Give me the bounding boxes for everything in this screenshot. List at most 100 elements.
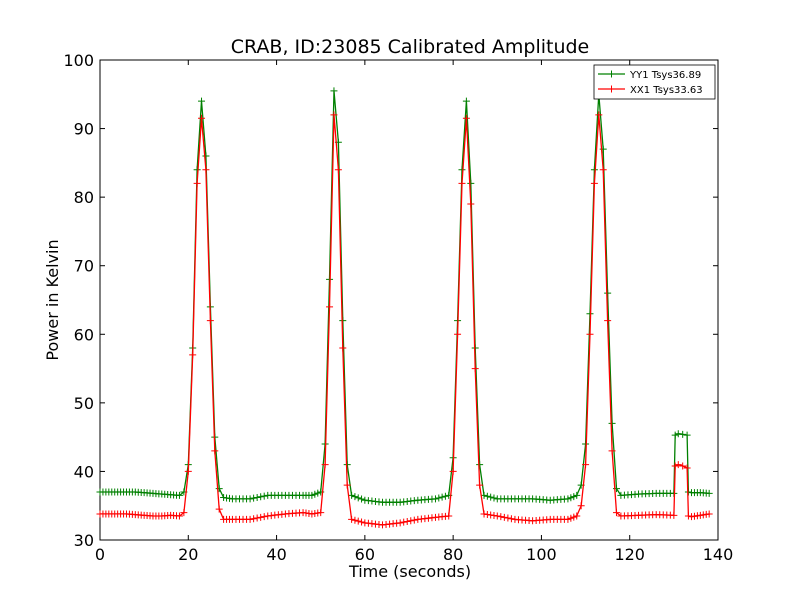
y-tick-label: 50	[74, 394, 94, 413]
data-point-marker	[358, 518, 366, 526]
data-point-marker	[564, 515, 572, 523]
data-point-marker	[476, 461, 484, 469]
data-point-marker	[483, 510, 491, 518]
data-point-marker	[351, 493, 359, 501]
data-point-marker	[582, 461, 590, 469]
data-point-marker	[175, 491, 183, 499]
data-point-marker	[458, 179, 466, 187]
data-point-marker	[257, 493, 265, 501]
data-point-marker	[435, 494, 443, 502]
data-point-marker	[490, 511, 498, 519]
data-point-marker	[595, 111, 603, 119]
data-point-marker	[480, 510, 488, 518]
data-point-marker	[211, 447, 219, 455]
data-point-marker	[348, 491, 356, 499]
data-point-marker	[246, 515, 254, 523]
data-point-marker	[487, 511, 495, 519]
data-point-marker	[407, 517, 415, 525]
data-point-marker	[180, 509, 188, 517]
data-point-marker	[612, 509, 620, 517]
data-point-marker	[567, 514, 575, 522]
data-point-marker	[462, 97, 470, 105]
data-point-marker	[573, 512, 581, 520]
data-point-marker	[705, 510, 713, 518]
data-point-marker	[253, 493, 261, 501]
data-point-marker	[339, 344, 347, 352]
data-point-marker	[314, 489, 322, 497]
y-tick-label: 40	[74, 462, 94, 481]
data-point-marker	[175, 512, 183, 520]
data-point-marker	[599, 166, 607, 174]
data-point-marker	[599, 145, 607, 153]
x-tick-label: 140	[703, 545, 734, 564]
data-point-marker	[467, 179, 475, 187]
y-tick-label: 80	[74, 188, 94, 207]
data-point-marker	[354, 494, 362, 502]
data-point-marker	[476, 481, 484, 489]
data-point-marker	[604, 289, 612, 297]
data-point-marker	[705, 489, 713, 497]
data-point-marker	[403, 517, 411, 525]
data-point-marker	[253, 514, 261, 522]
data-point-marker	[493, 512, 501, 520]
x-tick-label: 100	[526, 545, 557, 564]
data-point-marker	[250, 515, 258, 523]
data-point-marker	[250, 494, 258, 502]
data-point-marker	[500, 513, 508, 521]
data-point-marker	[202, 152, 210, 160]
data-point-marker	[431, 495, 439, 503]
data-point-marker	[334, 166, 342, 174]
data-point-marker	[458, 166, 466, 174]
data-point-marker	[358, 495, 366, 503]
series-2	[96, 111, 713, 529]
data-point-marker	[202, 166, 210, 174]
data-point-marker	[445, 512, 453, 520]
data-point-marker	[573, 491, 581, 499]
x-tick-label: 60	[355, 545, 375, 564]
data-point-marker	[683, 464, 691, 472]
data-point-marker	[467, 200, 475, 208]
data-point-marker	[570, 493, 578, 501]
x-tick-label: 40	[266, 545, 286, 564]
data-point-marker	[671, 462, 679, 470]
x-tick-label: 120	[614, 545, 645, 564]
data-point-marker	[193, 166, 201, 174]
data-point-marker	[608, 447, 616, 455]
data-point-marker	[679, 462, 687, 470]
x-axis-label: Time (seconds)	[348, 562, 471, 581]
legend-label: YY1 Tsys36.89	[629, 70, 701, 81]
axis-ticks: 0 20 40 60 80 100 120 140 30 40 50 60 70 80 90 100	[63, 51, 733, 564]
data-point-marker	[311, 490, 319, 498]
data-point-marker	[674, 430, 682, 438]
data-point-marker	[260, 492, 268, 500]
chart-title: CRAB, ID:23085 Calibrated Amplitude	[231, 36, 590, 58]
data-point-marker	[354, 517, 362, 525]
data-point-marker	[330, 111, 338, 119]
data-point-marker	[670, 511, 678, 519]
data-point-marker	[674, 461, 682, 469]
legend-marker	[608, 85, 615, 93]
data-point-marker	[438, 493, 446, 501]
y-tick-label: 70	[74, 257, 94, 276]
data-point-marker	[198, 97, 206, 105]
data-point-marker	[671, 431, 679, 439]
data-point-marker	[570, 513, 578, 521]
legend-box	[593, 64, 716, 100]
data-point-marker	[257, 513, 265, 521]
data-point-marker	[189, 351, 197, 359]
y-axis-label: Power in Kelvin	[43, 239, 62, 360]
data-point-marker	[487, 493, 495, 501]
data-point-marker	[215, 505, 223, 513]
y-tick-label: 90	[74, 120, 94, 139]
data-point-marker	[343, 481, 351, 489]
x-tick-label: 0	[95, 545, 105, 564]
data-point-marker	[586, 330, 594, 338]
x-tick-label: 20	[178, 545, 198, 564]
data-point-marker	[679, 430, 687, 438]
data-point-marker	[604, 317, 612, 325]
data-point-marker	[215, 485, 223, 493]
data-point-marker	[193, 179, 201, 187]
legend-marker	[608, 70, 615, 78]
data-point-marker	[321, 461, 329, 469]
